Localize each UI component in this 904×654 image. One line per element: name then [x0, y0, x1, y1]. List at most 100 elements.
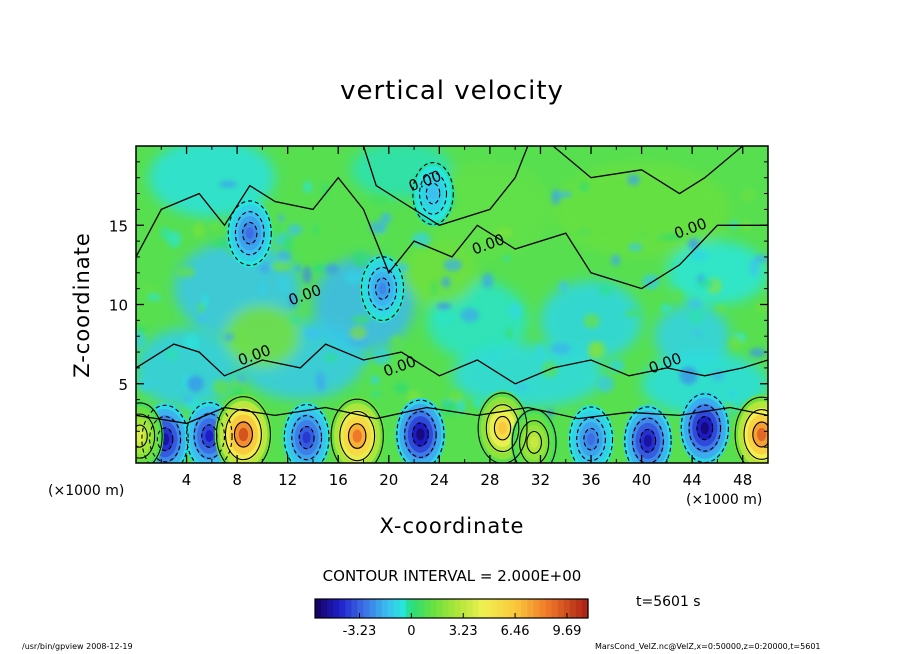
colorbar-segment: [466, 599, 474, 618]
time-label: t=5601 s: [636, 594, 701, 610]
field-cell: [679, 366, 698, 385]
downdraft-cell: [679, 391, 730, 463]
colorbar-segment: [563, 599, 571, 618]
field-cell: [302, 266, 312, 284]
field-cell: [578, 181, 590, 192]
colorbar-segment: [381, 599, 389, 618]
downdraft-cell: [360, 254, 405, 323]
colorbar-segment: [581, 599, 589, 618]
field-cell: [495, 227, 514, 237]
field-cell: [558, 280, 569, 292]
contour-interval-label: CONTOUR INTERVAL = 2.000E+00: [322, 567, 582, 585]
colorbar-segment: [515, 599, 522, 618]
colorbar-frame: [314, 598, 589, 619]
field-cell: [289, 316, 300, 324]
cell-contour: [149, 416, 182, 463]
cell-contour: [156, 427, 174, 452]
x-tick-label: 40: [632, 471, 651, 489]
cell-contour: [412, 162, 454, 226]
field-cell: [749, 347, 767, 358]
field-cell: [697, 278, 714, 289]
field-cell: [687, 298, 702, 309]
field-patch: [224, 304, 301, 368]
field-cell: [754, 301, 768, 313]
field-cell: [508, 302, 523, 320]
x-tick-label: 12: [278, 471, 297, 489]
x-tick-label: 28: [480, 471, 499, 489]
field-cell: [456, 400, 466, 415]
chart-title: vertical velocity: [340, 76, 564, 106]
field-cell: [316, 184, 325, 195]
field-cell: [229, 380, 245, 387]
cell-contour: [136, 402, 163, 463]
cell-ring: [530, 436, 539, 449]
colorbar-segment: [424, 599, 431, 618]
field-cell: [436, 302, 452, 311]
colorbar-segment: [551, 599, 559, 618]
colorbar-segment: [333, 599, 340, 618]
colorbar-segment: [527, 599, 534, 618]
field-cell: [315, 371, 326, 386]
cell-contour: [583, 427, 599, 451]
downdraft-cell: [623, 404, 673, 463]
field-cell: [165, 348, 179, 361]
cell-ring: [756, 427, 767, 442]
field-cell: [277, 214, 285, 222]
contour-line: [552, 146, 744, 195]
colorbar-segment: [509, 599, 516, 618]
cell-contour: [396, 399, 445, 463]
field-cell: [688, 238, 700, 250]
cell-contour: [193, 413, 226, 459]
cell-contour: [136, 413, 156, 459]
cell-contour: [404, 411, 437, 458]
field-cell: [271, 260, 291, 272]
cell-ring: [498, 421, 507, 435]
cell-contour: [569, 406, 614, 463]
field-cell: [140, 283, 159, 292]
cell-contour: [233, 421, 253, 448]
field-cell: [441, 276, 451, 288]
colorbar-segment: [533, 599, 541, 618]
updraft-cell: [329, 396, 386, 463]
downdraft-cell: [395, 397, 446, 463]
colorbar-segment: [321, 599, 328, 618]
field-cell: [295, 263, 302, 273]
colorbar-tick-label: -3.23: [343, 624, 377, 639]
cell-ring: [136, 430, 144, 442]
colorbar-segment: [339, 599, 346, 618]
field-patch: [136, 328, 238, 408]
field-cell: [728, 390, 736, 399]
field-cell: [440, 401, 457, 416]
field-cell: [634, 230, 651, 238]
cell-contour: [360, 256, 405, 322]
colorbar-segment: [418, 599, 425, 618]
footer-program-date: /usr/bin/gpview 2008-12-19: [22, 642, 133, 651]
cell-contour: [526, 430, 543, 454]
field-cell: [443, 258, 463, 272]
field-cell: [481, 272, 494, 289]
downdraft-cell: [411, 160, 455, 227]
field-cell: [587, 341, 601, 360]
field-cell: [411, 232, 431, 248]
y-tick-label: 10: [109, 297, 128, 315]
cell-ring: [416, 428, 425, 441]
cell-ring: [378, 282, 387, 295]
field-patch: [553, 161, 731, 257]
field-cell: [536, 343, 544, 361]
colorbar-segment: [454, 599, 462, 618]
cell-contour: [419, 172, 448, 215]
field-patch: [401, 241, 478, 305]
field-cell: [661, 303, 671, 313]
field-cell: [184, 334, 200, 352]
colorbar-segment: [545, 599, 553, 618]
x-unit-label-right: (×1000 m): [686, 492, 763, 508]
colorbar-segment: [412, 599, 419, 618]
field-cell: [550, 343, 571, 355]
field-cell: [448, 391, 464, 403]
field-cell: [390, 335, 403, 348]
field-cell: [430, 280, 438, 296]
cell-contour: [688, 404, 722, 452]
field-cell: [349, 326, 368, 340]
cell-contour: [425, 182, 441, 205]
cell-contour: [347, 423, 367, 449]
